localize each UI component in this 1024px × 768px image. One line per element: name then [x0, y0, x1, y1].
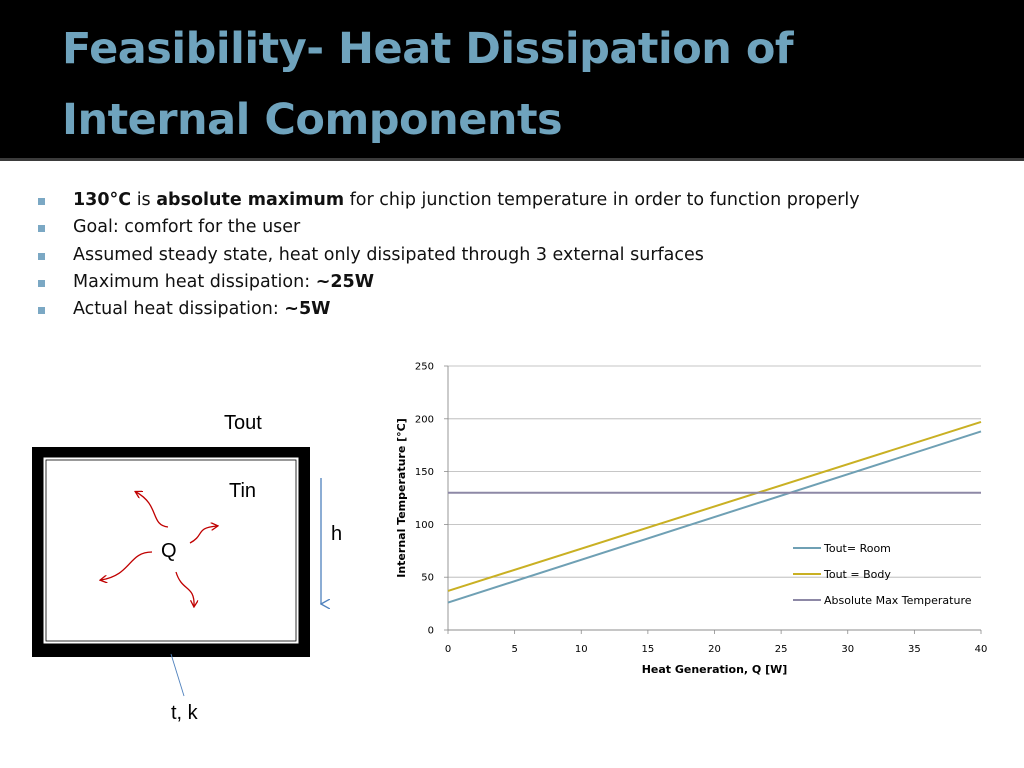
y-tick-label: 250	[415, 362, 434, 373]
heat-arrow-icon	[175, 571, 194, 606]
x-tick-label: 5	[511, 644, 517, 655]
enclosure-inner-line	[45, 459, 297, 642]
heat-arrow-icon	[101, 551, 153, 580]
x-tick-label: 25	[775, 644, 788, 655]
y-tick-label: 0	[428, 626, 434, 637]
x-tick-label: 30	[841, 644, 854, 655]
tk-label: t, k	[171, 702, 199, 724]
bullet-item: 130°C is absolute maximum for chip junct…	[38, 190, 860, 217]
bullet-bold-text: absolute maximum	[156, 190, 345, 210]
temperature-chart: 0 50 100 150 200 250 0 5 10 15 20 25 30 35 40 Heat Gene…	[395, 362, 988, 677]
x-tick-label: 0	[445, 644, 451, 655]
bullet-bold-text: ~5W	[284, 299, 331, 320]
y-tick-label: 150	[415, 467, 434, 478]
x-tick-label: 20	[708, 644, 721, 655]
slide-title-line-1: Feasibility- Heat Dissipation of	[62, 24, 794, 74]
y-tick-label: 50	[421, 573, 434, 584]
bullet-bold-text: 130°C	[73, 190, 132, 210]
tin-label: Tin	[229, 480, 256, 502]
series-line-0	[447, 430, 982, 604]
bullet-text: Assumed steady state, heat only dissipat…	[73, 244, 704, 265]
h-label: h	[331, 523, 342, 545]
bullet-text: Maximum heat dissipation:	[73, 271, 316, 292]
x-tick-label: 35	[908, 644, 921, 655]
bullet-marker-icon	[38, 252, 45, 260]
bullet-marker-icon	[38, 225, 45, 233]
bullet-bold-text: ~25W	[315, 271, 375, 292]
bullet-item: Assumed steady state, heat only dissipat…	[38, 245, 860, 272]
y-tick-label: 200	[415, 414, 434, 425]
y-tick-label: 100	[415, 520, 434, 531]
title-divider	[0, 158, 1024, 161]
bullet-item: Maximum heat dissipation: ~25W	[38, 272, 860, 299]
legend-label-0: Tout= Room	[823, 542, 891, 555]
bullet-marker-icon	[38, 279, 45, 287]
bullet-item: Actual heat dissipation: ~5W	[38, 299, 860, 326]
enclosure-interior	[42, 456, 300, 645]
title-bar	[0, 0, 1024, 158]
q-label: Q	[161, 540, 177, 562]
bullet-text: Goal: comfort for the user	[73, 217, 301, 238]
x-tick-label: 15	[642, 644, 655, 655]
series-line-1	[447, 421, 982, 592]
y-axis-label: Internal Temperature [°C]	[395, 418, 408, 578]
tk-leader-line	[170, 653, 185, 697]
slide-title-line-2: Internal Components	[62, 95, 563, 145]
bullet-marker-icon	[38, 198, 45, 205]
bullet-list: 130°C is absolute maximum for chip junct…	[38, 190, 860, 326]
tout-label: Tout	[224, 412, 262, 434]
bullet-item: Goal: comfort for the user	[38, 217, 860, 244]
x-tick-label: 10	[575, 644, 588, 655]
x-tick-label: 40	[975, 644, 988, 655]
legend-label-2: Absolute Max Temperature	[824, 594, 972, 607]
heat-arrow-icon	[189, 526, 217, 544]
bullet-text: for chip junction temperature in order t…	[344, 190, 860, 210]
legend-label-1: Tout = Body	[823, 568, 891, 581]
bullet-marker-icon	[38, 307, 45, 315]
heat-diagram: Tout Tin h Q t, k	[32, 412, 342, 724]
bullet-text: is	[131, 190, 157, 210]
heat-arrow-icon	[136, 492, 169, 528]
x-axis-label: Heat Generation, Q [W]	[642, 663, 788, 676]
bullet-text: Actual heat dissipation:	[73, 299, 285, 320]
